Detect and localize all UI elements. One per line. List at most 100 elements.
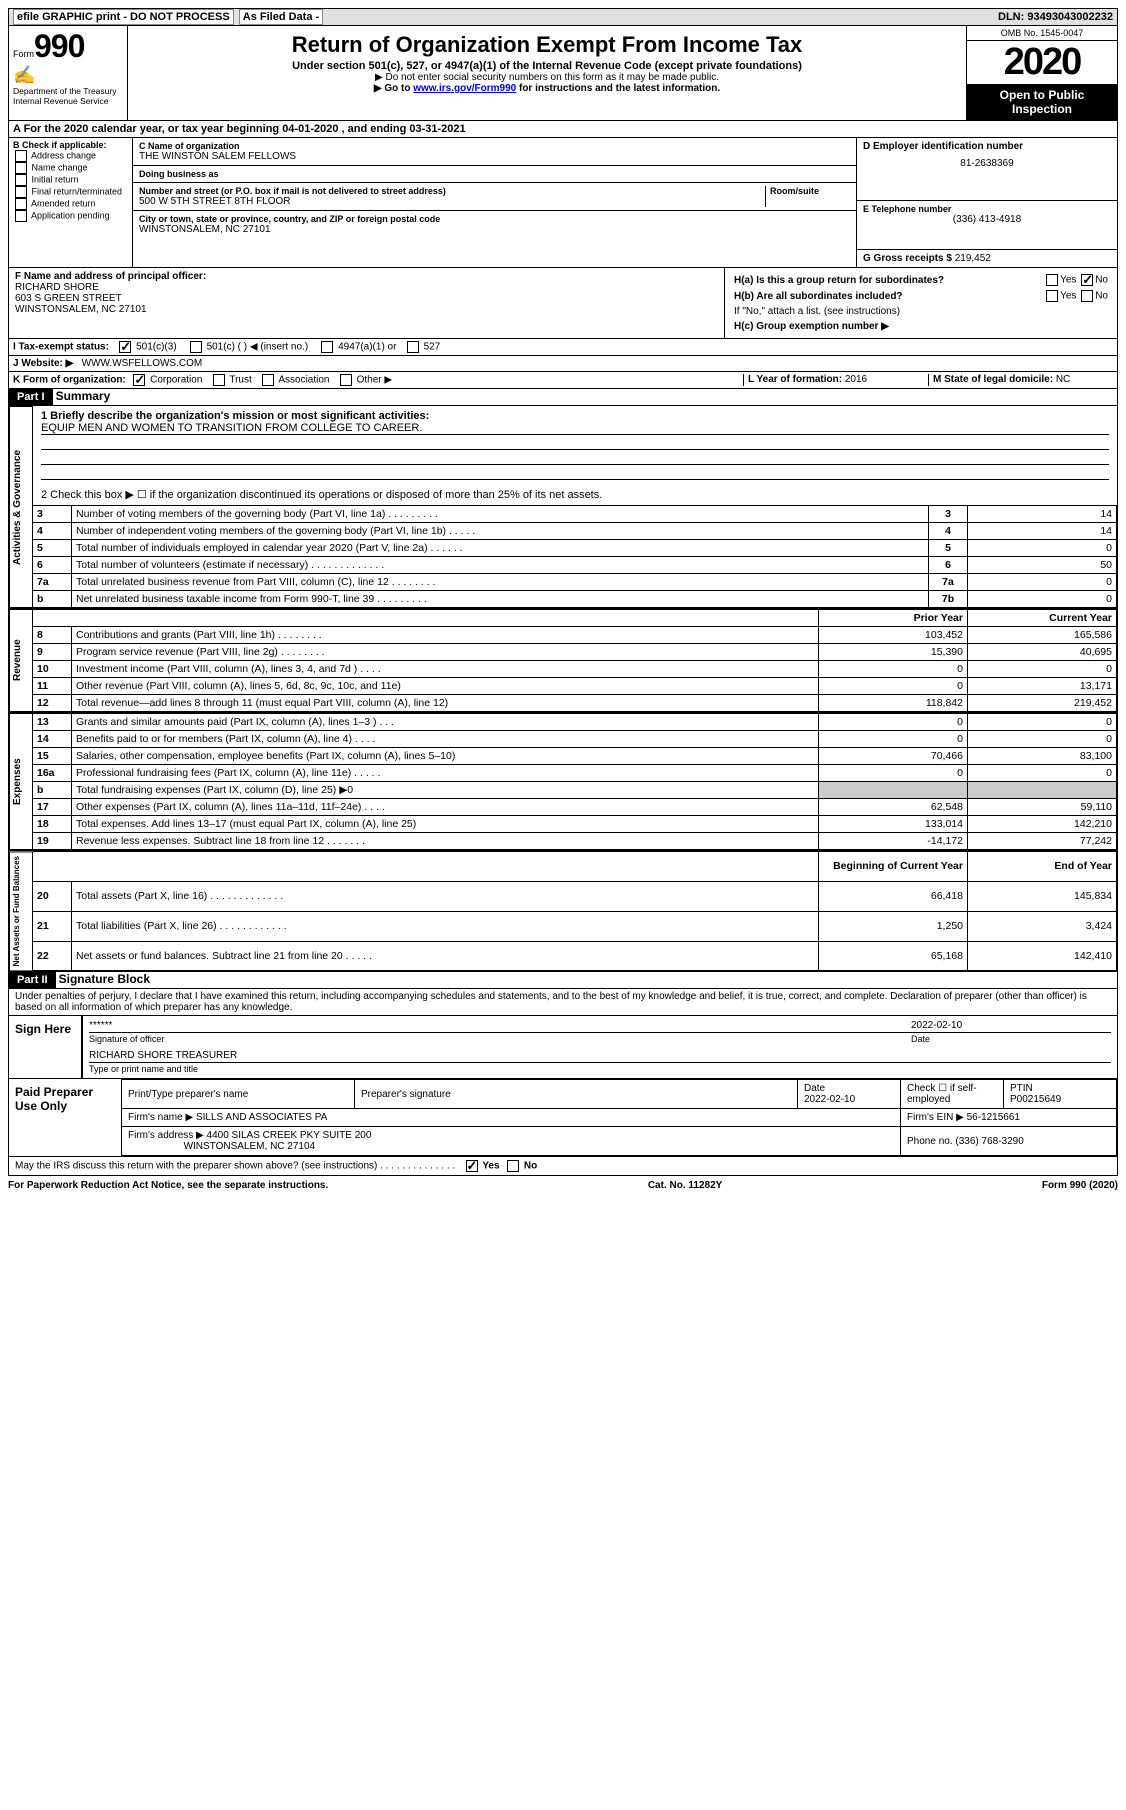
sections-bcdeg: B Check if applicable: Address change Na… — [8, 138, 1118, 268]
ein-label: D Employer identification number — [863, 141, 1111, 152]
ha-yes[interactable] — [1046, 274, 1058, 286]
firm-ein: 56-1215661 — [967, 1112, 1020, 1123]
website-value: WWW.WSFELLOWS.COM — [82, 358, 203, 369]
perjury-text: Under penalties of perjury, I declare th… — [9, 989, 1117, 1016]
open-inspection: Open to Public Inspection — [967, 84, 1117, 120]
signature-block: Under penalties of perjury, I declare th… — [8, 989, 1118, 1176]
chk-other[interactable] — [340, 374, 352, 386]
chk-assoc[interactable] — [262, 374, 274, 386]
ein-value: 81-2638369 — [863, 152, 1111, 169]
chk-trust[interactable] — [213, 374, 225, 386]
note2-pre: ▶ Go to — [374, 83, 413, 94]
org-name-label: C Name of organization — [139, 141, 850, 151]
form-title: Return of Organization Exempt From Incom… — [134, 32, 960, 58]
dln-label: DLN: — [998, 11, 1024, 23]
footer-right: Form 990 (2020) — [1042, 1180, 1118, 1191]
checkbox-name-change[interactable] — [15, 162, 27, 174]
omb-number: OMB No. 1545-0047 — [967, 26, 1117, 41]
vert-activities: Activities & Governance — [9, 406, 33, 608]
section-a: A For the 2020 calendar year, or tax yea… — [8, 121, 1118, 138]
section-klm: K Form of organization: Corporation Trus… — [8, 372, 1118, 389]
city-value: WINSTONSALEM, NC 27101 — [139, 224, 850, 235]
hc-label: H(c) Group exemption number ▶ — [734, 321, 889, 332]
officer-name: RICHARD SHORE — [15, 282, 718, 293]
chk-527[interactable] — [407, 341, 419, 353]
addr-label: Number and street (or P.O. box if mail i… — [139, 186, 765, 196]
mission-text: EQUIP MEN AND WOMEN TO TRANSITION FROM C… — [41, 422, 1109, 435]
preparer-table: Print/Type preparer's name Preparer's si… — [121, 1079, 1117, 1156]
form-number: 990 — [34, 28, 84, 64]
firm-addr2: WINSTONSALEM, NC 27104 — [184, 1141, 316, 1152]
page-footer: For Paperwork Reduction Act Notice, see … — [8, 1176, 1118, 1191]
part-i-body: Activities & Governance 1 Briefly descri… — [8, 406, 1118, 609]
hb-no[interactable] — [1081, 290, 1093, 302]
checkbox-app-pending[interactable] — [15, 210, 27, 222]
chk-501c[interactable] — [190, 341, 202, 353]
paid-preparer-label: Paid Preparer Use Only — [9, 1079, 121, 1156]
sections-fh: F Name and address of principal officer:… — [8, 268, 1118, 339]
checkbox-initial-return[interactable] — [15, 174, 27, 186]
footer-left: For Paperwork Reduction Act Notice, see … — [8, 1180, 328, 1191]
tax-year: 2020 — [967, 41, 1117, 84]
discuss-yes[interactable] — [466, 1160, 478, 1172]
chk-4947[interactable] — [321, 341, 333, 353]
checkbox-address-change[interactable] — [15, 150, 27, 162]
netassets-block: Net Assets or Fund Balances Beginning of… — [8, 851, 1118, 972]
section-j: J Website: ▶ WWW.WSFELLOWS.COM — [8, 356, 1118, 372]
firm-phone: (336) 768-3290 — [955, 1136, 1023, 1147]
section-h: H(a) Is this a group return for subordin… — [725, 268, 1117, 338]
discuss-no[interactable] — [507, 1160, 519, 1172]
sig-stars: ****** — [89, 1020, 911, 1033]
officer-addr1: 603 S GREEN STREET — [15, 293, 718, 304]
vert-expenses: Expenses — [9, 713, 33, 850]
section-f: F Name and address of principal officer:… — [9, 268, 725, 338]
sections-deg: D Employer identification number 81-2638… — [856, 138, 1117, 267]
sig-date: 2022-02-10 — [911, 1020, 1111, 1033]
hb-note: If "No," attach a list. (see instruction… — [733, 305, 1109, 318]
table-expenses: 13Grants and similar amounts paid (Part … — [33, 713, 1117, 850]
officer-addr2: WINSTONSALEM, NC 27101 — [15, 304, 718, 315]
expenses-block: Expenses 13Grants and similar amounts pa… — [8, 713, 1118, 851]
hb-yes[interactable] — [1046, 290, 1058, 302]
dln-value: 93493043002232 — [1027, 11, 1113, 23]
revenue-block: Revenue Prior YearCurrent Year8Contribut… — [8, 609, 1118, 713]
footer-mid: Cat. No. 11282Y — [648, 1180, 722, 1191]
phone-label: E Telephone number — [863, 204, 1111, 214]
hb-label: H(b) Are all subordinates included? — [734, 291, 903, 302]
gross-label: G Gross receipts $ — [863, 253, 952, 264]
efile-topbar: efile GRAPHIC print - DO NOT PROCESS As … — [8, 8, 1118, 26]
officer-type-label: Type or print name and title — [89, 1064, 1111, 1074]
vert-revenue: Revenue — [9, 609, 33, 712]
part-i-header: Part I Summary — [8, 389, 1118, 406]
ha-no[interactable] — [1081, 274, 1093, 286]
table-revenue: Prior YearCurrent Year8Contributions and… — [33, 609, 1117, 712]
table-ag: 3Number of voting members of the governi… — [33, 505, 1117, 608]
firm-name: SILLS AND ASSOCIATES PA — [196, 1112, 327, 1123]
section-b-label: B Check if applicable: — [13, 140, 128, 150]
form-subtitle: Under section 501(c), 527, or 4947(a)(1)… — [134, 60, 960, 72]
phone-value: (336) 413-4918 — [863, 214, 1111, 225]
prep-sig-label: Preparer's signature — [355, 1080, 798, 1109]
efile-text: efile GRAPHIC print - DO NOT PROCESS — [13, 9, 234, 25]
checkbox-final-return[interactable] — [15, 186, 27, 198]
ptin-value: P00215649 — [1010, 1094, 1061, 1105]
irs-link[interactable]: www.irs.gov/Form990 — [413, 83, 516, 94]
chk-corp[interactable] — [133, 374, 145, 386]
checkbox-amended[interactable] — [15, 198, 27, 210]
discuss-text: May the IRS discuss this return with the… — [15, 1161, 455, 1172]
part-ii-header: Part II Signature Block — [8, 972, 1118, 989]
vert-netassets: Net Assets or Fund Balances — [9, 851, 33, 971]
form-header: Form990 ✍ Department of the Treasury Int… — [8, 26, 1118, 121]
org-name: THE WINSTON SALEM FELLOWS — [139, 151, 850, 162]
prep-name-label: Print/Type preparer's name — [122, 1080, 355, 1109]
sig-officer-label: Signature of officer — [89, 1034, 911, 1044]
form-label: Form — [13, 49, 34, 59]
form-note1: ▶ Do not enter social security numbers o… — [134, 72, 960, 83]
chk-501c3[interactable] — [119, 341, 131, 353]
dept-treasury: Department of the Treasury — [13, 86, 123, 96]
check-self-employed: Check ☐ if self-employed — [901, 1080, 1004, 1109]
note2-post: for instructions and the latest informat… — [516, 83, 720, 94]
sig-date-label: Date — [911, 1034, 1111, 1044]
room-label: Room/suite — [770, 186, 850, 196]
table-netassets: Beginning of Current YearEnd of Year20To… — [33, 851, 1117, 971]
